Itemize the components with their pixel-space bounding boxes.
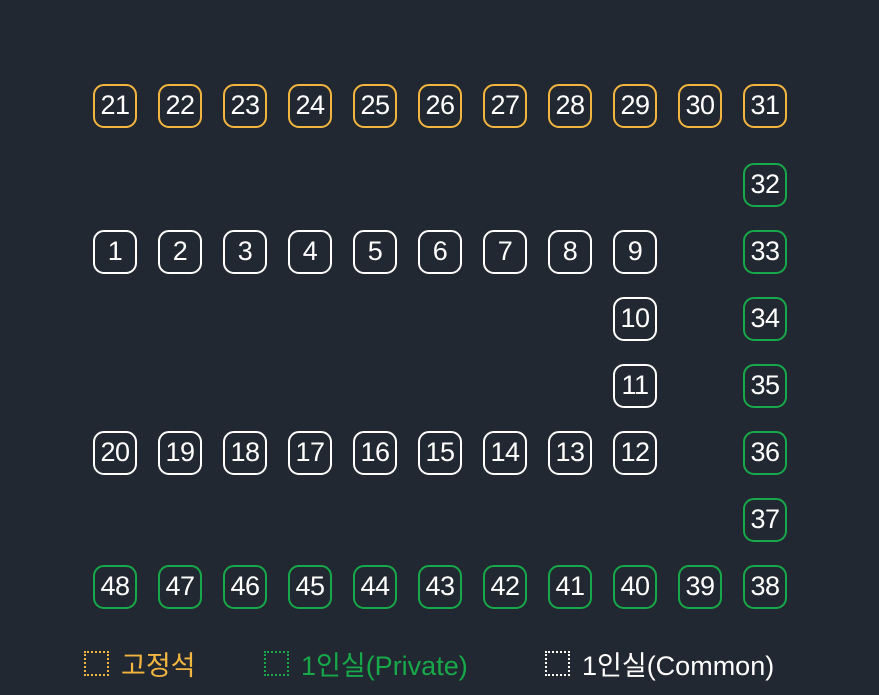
seat-2-button[interactable]: 2 xyxy=(158,230,202,274)
legend-label-private: 1인실(Private) xyxy=(301,650,468,681)
seat-4-button[interactable]: 4 xyxy=(288,230,332,274)
seat-42-button[interactable]: 42 xyxy=(483,565,527,609)
seat-10-button[interactable]: 10 xyxy=(613,297,657,341)
seat-38-button[interactable]: 38 xyxy=(743,565,787,609)
seat-41-button[interactable]: 41 xyxy=(548,565,592,609)
seat-14-button[interactable]: 14 xyxy=(483,431,527,475)
seat-30-button[interactable]: 30 xyxy=(678,84,722,128)
seat-26-button[interactable]: 26 xyxy=(418,84,462,128)
legend-item-fixed: 고정석 xyxy=(84,646,196,681)
seat-39-button[interactable]: 39 xyxy=(678,565,722,609)
seat-29-button[interactable]: 29 xyxy=(613,84,657,128)
seat-37-button[interactable]: 37 xyxy=(743,498,787,542)
seat-23-button[interactable]: 23 xyxy=(223,84,267,128)
seat-21-button[interactable]: 21 xyxy=(93,84,137,128)
seat-16-button[interactable]: 16 xyxy=(353,431,397,475)
legend-swatch-private-icon xyxy=(264,650,289,676)
seat-20-button[interactable]: 20 xyxy=(93,431,137,475)
seat-1-button[interactable]: 1 xyxy=(93,230,137,274)
seat-33-button[interactable]: 33 xyxy=(743,230,787,274)
seat-22-button[interactable]: 22 xyxy=(158,84,202,128)
seat-5-button[interactable]: 5 xyxy=(353,230,397,274)
legend-swatch-common-icon xyxy=(545,650,570,676)
seat-35-button[interactable]: 35 xyxy=(743,364,787,408)
seat-3-button[interactable]: 3 xyxy=(223,230,267,274)
seat-31-button[interactable]: 31 xyxy=(743,84,787,128)
legend-swatch-fixed-icon xyxy=(84,650,109,676)
seat-48-button[interactable]: 48 xyxy=(93,565,137,609)
seat-32-button[interactable]: 32 xyxy=(743,163,787,207)
legend-label-common: 1인실(Common) xyxy=(582,650,775,681)
legend-item-common: 1인실(Common) xyxy=(545,646,775,681)
seat-9-button[interactable]: 9 xyxy=(613,230,657,274)
seat-legend: 고정석 1인실(Private) 1인실(Common) xyxy=(0,640,879,690)
seat-34-button[interactable]: 34 xyxy=(743,297,787,341)
seat-8-button[interactable]: 8 xyxy=(548,230,592,274)
legend-label-fixed: 고정석 xyxy=(121,650,196,681)
seat-17-button[interactable]: 17 xyxy=(288,431,332,475)
seat-47-button[interactable]: 47 xyxy=(158,565,202,609)
seat-43-button[interactable]: 43 xyxy=(418,565,462,609)
seat-11-button[interactable]: 11 xyxy=(613,364,657,408)
seat-7-button[interactable]: 7 xyxy=(483,230,527,274)
seat-44-button[interactable]: 44 xyxy=(353,565,397,609)
seat-map: 21 22 23 24 25 26 27 28 29 30 31 32 1 2 3 4 5 6 7 8 9 33 10 34 1… xyxy=(93,84,787,609)
seat-24-button[interactable]: 24 xyxy=(288,84,332,128)
seat-27-button[interactable]: 27 xyxy=(483,84,527,128)
seat-25-button[interactable]: 25 xyxy=(353,84,397,128)
seat-46-button[interactable]: 46 xyxy=(223,565,267,609)
seat-45-button[interactable]: 45 xyxy=(288,565,332,609)
seat-15-button[interactable]: 15 xyxy=(418,431,462,475)
seat-12-button[interactable]: 12 xyxy=(613,431,657,475)
seat-13-button[interactable]: 13 xyxy=(548,431,592,475)
legend-item-private: 1인실(Private) xyxy=(264,646,468,681)
seat-40-button[interactable]: 40 xyxy=(613,565,657,609)
seat-19-button[interactable]: 19 xyxy=(158,431,202,475)
seat-28-button[interactable]: 28 xyxy=(548,84,592,128)
seat-36-button[interactable]: 36 xyxy=(743,431,787,475)
seat-6-button[interactable]: 6 xyxy=(418,230,462,274)
seat-18-button[interactable]: 18 xyxy=(223,431,267,475)
